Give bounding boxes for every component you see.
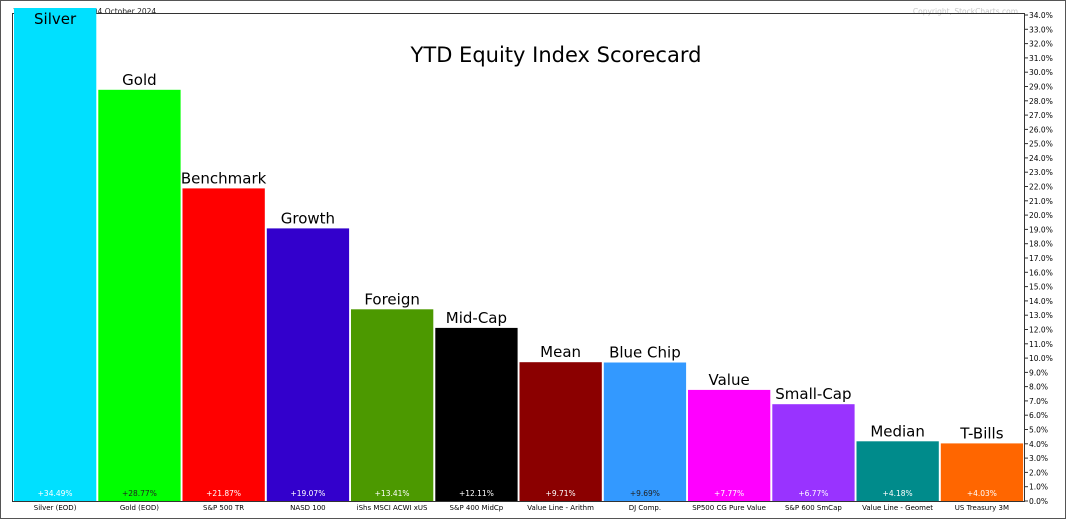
category-label-benchmark: S&P 500 TR (203, 504, 244, 512)
bar-label-blue-chip: Blue Chip (609, 344, 681, 362)
value-label-gold: +28.77% (122, 489, 157, 498)
y-tick-label: 16.0% (1029, 268, 1053, 277)
y-axis: 0.0% 1.0% 2.0% 3.0% 4.0% 5.0% 6.0% 7.0% 8.0% 9.0%… (1024, 11, 1053, 506)
category-label-growth: NASD 100 (290, 504, 325, 512)
y-tick-label: 9.0% (1029, 368, 1048, 377)
bar-label-mean: Mean (540, 343, 581, 361)
bars-group: Silver +34.49% Silver (EOD) Gold +28.77% Gold… (14, 8, 1024, 512)
y-tick-label: 15.0% (1029, 283, 1053, 292)
y-tick-label: 5.0% (1029, 426, 1048, 435)
y-tick-label: 2.0% (1029, 468, 1048, 477)
category-label-blue-chip: DJ Comp. (629, 504, 661, 512)
bar-label-growth: Growth (281, 209, 335, 227)
bar-label-median: Median (870, 422, 925, 440)
category-label-small-cap: S&P 600 SmCap (785, 504, 842, 512)
y-tick-label: 25.0% (1029, 140, 1053, 149)
y-tick-label: 17.0% (1029, 254, 1053, 263)
y-tick-label: 10.0% (1029, 354, 1053, 363)
bar-label-small-cap: Small-Cap (775, 385, 851, 403)
bar-label-benchmark: Benchmark (181, 169, 267, 187)
bar-benchmark (182, 188, 265, 501)
value-label-t-bills: +4.03% (967, 489, 997, 498)
bar-value (688, 389, 771, 501)
bar-median (856, 441, 939, 501)
y-tick-label: 34.0% (1029, 11, 1053, 20)
category-label-median: Value Line - Geomet (862, 504, 933, 512)
y-tick-label: 6.0% (1029, 411, 1048, 420)
value-label-benchmark: +21.87% (206, 489, 241, 498)
copyright-notice: Copyright, StockCharts.com (912, 7, 1018, 16)
y-tick-label: 11.0% (1029, 340, 1053, 349)
category-label-gold: Gold (EOD) (120, 504, 159, 512)
bar-label-t-bills: T-Bills (959, 424, 1003, 442)
category-label-foreign: iShs MSCI ACWI xUS (357, 504, 428, 512)
y-tick-label: 1.0% (1029, 483, 1048, 492)
y-tick-label: 30.0% (1029, 68, 1053, 77)
y-tick-label: 26.0% (1029, 125, 1053, 134)
value-label-growth: +19.07% (290, 489, 325, 498)
y-tick-label: 0.0% (1029, 497, 1048, 506)
value-label-mean: +9.71% (546, 489, 576, 498)
bar-label-silver: Silver (34, 10, 77, 28)
chart-title: YTD Equity Index Scorecard (410, 43, 702, 67)
y-tick-label: 32.0% (1029, 40, 1053, 49)
value-label-value: +7.77% (714, 489, 744, 498)
bar-label-foreign: Foreign (364, 290, 420, 308)
y-tick-label: 13.0% (1029, 311, 1053, 320)
value-label-mid-cap: +12.11% (459, 489, 494, 498)
value-label-median: +4.18% (883, 489, 913, 498)
y-tick-label: 19.0% (1029, 225, 1053, 234)
y-tick-label: 28.0% (1029, 97, 1053, 106)
bar-mid-cap (435, 327, 518, 501)
bar-label-mid-cap: Mid-Cap (446, 309, 507, 327)
bar-blue-chip (603, 362, 687, 501)
value-label-foreign: +13.41% (375, 489, 410, 498)
y-tick-label: 29.0% (1029, 83, 1053, 92)
y-tick-label: 4.0% (1029, 440, 1048, 449)
y-tick-label: 23.0% (1029, 168, 1053, 177)
category-label-silver: Silver (EOD) (34, 504, 77, 512)
y-tick-label: 18.0% (1029, 240, 1053, 249)
y-tick-label: 14.0% (1029, 297, 1053, 306)
bar-t-bills (940, 443, 1024, 501)
bar-gold (98, 89, 181, 502)
bar-label-value: Value (708, 371, 749, 389)
y-tick-label: 20.0% (1029, 211, 1053, 220)
bar-label-gold: Gold (122, 71, 157, 89)
y-tick-label: 22.0% (1029, 183, 1053, 192)
bar-small-cap (772, 404, 855, 501)
category-label-mean: Value Line - Arithm (527, 504, 594, 512)
y-tick-label: 24.0% (1029, 154, 1053, 163)
bar-mean (519, 362, 602, 501)
y-tick-label: 21.0% (1029, 197, 1053, 206)
y-tick-label: 3.0% (1029, 454, 1048, 463)
bar-foreign (351, 309, 434, 501)
y-tick-label: 31.0% (1029, 54, 1053, 63)
category-label-t-bills: US Treasury 3M (955, 504, 1009, 512)
y-tick-label: 27.0% (1029, 111, 1053, 120)
value-label-blue-chip: +9.69% (630, 489, 660, 498)
y-tick-label: 8.0% (1029, 383, 1048, 392)
y-tick-label: 33.0% (1029, 25, 1053, 34)
category-label-mid-cap: S&P 400 MidCp (450, 504, 504, 512)
bar-silver (14, 8, 97, 501)
y-tick-label: 7.0% (1029, 397, 1048, 406)
bar-growth (266, 228, 350, 501)
value-label-silver: +34.49% (38, 489, 73, 498)
category-label-value: SP500 CG Pure Value (692, 504, 766, 512)
value-label-small-cap: +6.77% (798, 489, 828, 498)
y-tick-label: 12.0% (1029, 326, 1053, 335)
